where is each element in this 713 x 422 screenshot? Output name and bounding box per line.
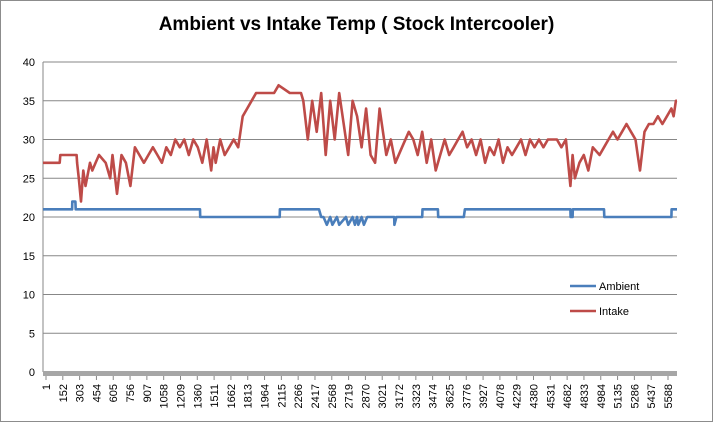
- y-tick-label: 5: [29, 328, 35, 340]
- x-tick-label: 4229: [512, 384, 524, 408]
- x-tick-label: 4078: [495, 384, 507, 408]
- x-tick-label: 1964: [260, 384, 272, 408]
- x-tick-label: 4531: [545, 384, 557, 408]
- y-tick-label: 35: [23, 96, 35, 108]
- x-tick-label: 1662: [226, 384, 238, 408]
- x-tick-label: 303: [75, 384, 87, 402]
- x-tick-label: 3323: [411, 384, 423, 408]
- x-tick-label: 756: [125, 384, 137, 402]
- y-tick-label: 0: [29, 367, 35, 379]
- x-tick-label: 3927: [478, 384, 490, 408]
- x-tick-label: 2266: [293, 384, 305, 408]
- x-tick-label: 4380: [529, 384, 541, 408]
- x-tick-label: 1209: [175, 384, 187, 408]
- x-tick-label: 1813: [243, 384, 255, 408]
- y-tick-label: 40: [23, 57, 35, 69]
- x-tick-label: 4984: [596, 384, 608, 408]
- x-tick-label: 454: [91, 384, 103, 402]
- x-tick-label: 3172: [394, 384, 406, 408]
- legend-label-intake: Intake: [599, 306, 629, 318]
- x-tick-label: 1058: [159, 384, 171, 408]
- series-line-ambient: [43, 200, 677, 227]
- x-tick-label: 1360: [192, 384, 204, 408]
- x-tick-label: 605: [108, 384, 120, 402]
- x-tick-label: 2115: [276, 384, 288, 408]
- legend-label-ambient: Ambient: [599, 281, 639, 293]
- y-tick-label: 30: [23, 135, 35, 147]
- x-tick-label: 3021: [377, 384, 389, 408]
- x-tick-label: 3776: [461, 384, 473, 408]
- x-tick-label: 5588: [663, 384, 675, 408]
- x-tick-label: 2417: [310, 384, 322, 408]
- x-tick-label: 5437: [646, 384, 658, 408]
- y-tick-label: 15: [23, 251, 35, 263]
- series-line-intake: [43, 84, 678, 203]
- x-tick-label: 5286: [629, 384, 641, 408]
- y-tick-label: 10: [23, 290, 35, 302]
- x-tick-label: 152: [58, 384, 70, 402]
- y-tick-label: 20: [23, 212, 35, 224]
- chart-title: Ambient vs Intake Temp ( Stock Intercool…: [158, 14, 555, 35]
- y-tick-label: 25: [23, 173, 35, 185]
- x-tick-label: 1511: [209, 384, 221, 408]
- x-tick-label: 4682: [562, 384, 574, 408]
- x-tick-label: 4833: [579, 384, 591, 408]
- x-tick-label: 5135: [613, 384, 625, 408]
- x-tick-label: 2719: [344, 384, 356, 408]
- x-tick-label: 2870: [360, 384, 372, 408]
- x-tick-label: 3474: [428, 384, 440, 408]
- x-tick-label: 1: [41, 384, 53, 390]
- x-axis-band: [43, 371, 677, 376]
- x-tick-label: 2568: [327, 384, 339, 408]
- x-tick-label: 907: [142, 384, 154, 402]
- x-tick-label: 3625: [444, 384, 456, 408]
